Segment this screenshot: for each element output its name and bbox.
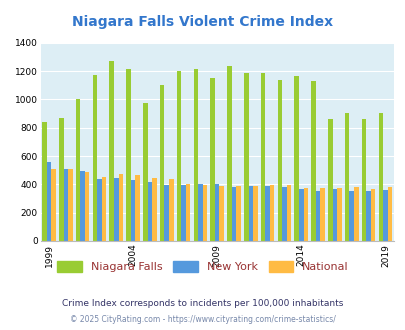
Bar xyxy=(109,61,114,241)
Bar xyxy=(130,180,135,241)
Bar xyxy=(198,184,202,241)
Bar xyxy=(260,73,265,241)
Bar xyxy=(361,118,365,241)
Bar xyxy=(281,187,286,241)
Legend: Niagara Falls, New York, National: Niagara Falls, New York, National xyxy=(53,257,352,277)
Bar xyxy=(118,175,123,241)
Bar xyxy=(168,180,173,241)
Bar xyxy=(327,118,332,241)
Bar xyxy=(315,191,320,241)
Bar xyxy=(214,183,219,241)
Bar xyxy=(164,185,168,241)
Bar xyxy=(147,182,152,241)
Bar xyxy=(387,187,391,241)
Bar xyxy=(344,113,349,241)
Bar xyxy=(185,184,190,241)
Bar xyxy=(231,187,236,241)
Bar xyxy=(202,185,207,241)
Bar xyxy=(320,188,324,241)
Bar xyxy=(269,185,274,241)
Bar xyxy=(51,170,55,241)
Bar xyxy=(298,188,303,241)
Bar xyxy=(349,191,353,241)
Bar xyxy=(277,81,281,241)
Bar xyxy=(152,178,156,241)
Bar xyxy=(126,69,130,241)
Bar xyxy=(80,171,85,241)
Bar xyxy=(337,188,341,241)
Bar xyxy=(114,178,118,241)
Bar xyxy=(97,180,102,241)
Bar xyxy=(76,99,80,241)
Bar xyxy=(92,76,97,241)
Bar xyxy=(378,113,382,241)
Bar xyxy=(248,186,252,241)
Bar xyxy=(176,71,181,241)
Bar xyxy=(332,189,337,241)
Bar xyxy=(68,169,72,241)
Text: Crime Index corresponds to incidents per 100,000 inhabitants: Crime Index corresponds to incidents per… xyxy=(62,299,343,308)
Bar xyxy=(294,76,298,241)
Bar xyxy=(102,177,106,241)
Bar xyxy=(135,175,140,241)
Text: Niagara Falls Violent Crime Index: Niagara Falls Violent Crime Index xyxy=(72,15,333,29)
Bar xyxy=(193,69,198,241)
Bar xyxy=(243,73,248,241)
Bar xyxy=(365,191,370,241)
Bar xyxy=(353,187,358,241)
Bar xyxy=(47,162,51,241)
Bar xyxy=(252,186,257,241)
Bar xyxy=(59,118,64,241)
Bar xyxy=(265,186,269,241)
Bar xyxy=(303,188,307,241)
Bar xyxy=(42,122,47,241)
Text: © 2025 CityRating.com - https://www.cityrating.com/crime-statistics/: © 2025 CityRating.com - https://www.city… xyxy=(70,315,335,324)
Bar xyxy=(210,78,214,241)
Bar xyxy=(311,81,315,241)
Bar xyxy=(370,189,375,241)
Bar xyxy=(85,172,89,241)
Bar xyxy=(181,185,185,241)
Bar xyxy=(286,185,290,241)
Bar xyxy=(227,66,231,241)
Bar xyxy=(236,186,240,241)
Bar xyxy=(382,190,387,241)
Bar xyxy=(143,103,147,241)
Bar xyxy=(160,85,164,241)
Bar xyxy=(64,170,68,241)
Bar xyxy=(219,186,224,241)
